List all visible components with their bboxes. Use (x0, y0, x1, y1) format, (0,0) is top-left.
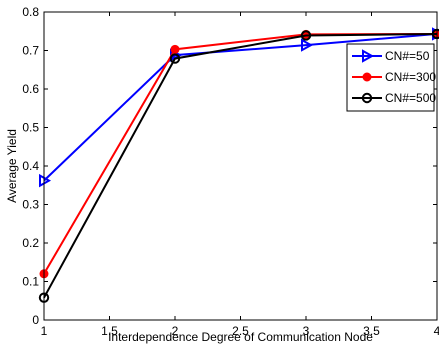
legend-item-1: CN#=300 (352, 70, 436, 84)
legend-label: CN#=500 (385, 91, 436, 105)
series-group (38, 27, 439, 303)
series-line (43, 32, 438, 299)
x-axis-label: Interdependence Degree of Communication … (108, 330, 373, 344)
legend-marker (362, 72, 372, 82)
y-tick-label: 0 (32, 313, 39, 327)
y-tick-label: 0.2 (22, 236, 39, 250)
x-tick-label: 3 (303, 324, 310, 338)
y-axis-label: Average Yield (5, 129, 19, 203)
legend-item-0: CN#=50 (352, 49, 430, 63)
y-tick-label: 0.1 (22, 275, 39, 289)
data-point (300, 30, 312, 41)
y-tick-label: 0.4 (22, 159, 39, 173)
legend-marker (362, 49, 375, 63)
x-tick-label: 1.5 (101, 324, 118, 338)
axes: 1 1.5 2 2.5 3 3.5 4 0 0.1 0.2 0.3 0.4 0.5 0.6 0.7 0.8 (22, 5, 439, 338)
data-point (170, 44, 180, 54)
legend-label: CN#=50 (385, 49, 430, 63)
legend-item-2: CN#=500 (352, 91, 436, 105)
y-tick-label: 0.7 (22, 44, 39, 58)
legend-marker (361, 92, 373, 104)
data-point (301, 38, 314, 52)
data-point (169, 53, 181, 64)
y-tick-label: 0.5 (22, 121, 39, 135)
x-tick-label: 4 (434, 324, 439, 338)
y-tick-label: 0.6 (22, 82, 39, 96)
y-tick-label: 0.3 (22, 198, 39, 212)
x-tick-label: 2 (172, 324, 179, 338)
legend: CN#=50 CN#=300 CN#=500 (346, 43, 436, 112)
x-tick-label: 3.5 (363, 324, 380, 338)
legend-label: CN#=300 (385, 70, 436, 84)
x-tick-label: 1 (41, 324, 48, 338)
x-tick-label: 2.5 (232, 324, 249, 338)
y-tick-label: 0.8 (22, 5, 39, 19)
series-line (43, 32, 438, 182)
